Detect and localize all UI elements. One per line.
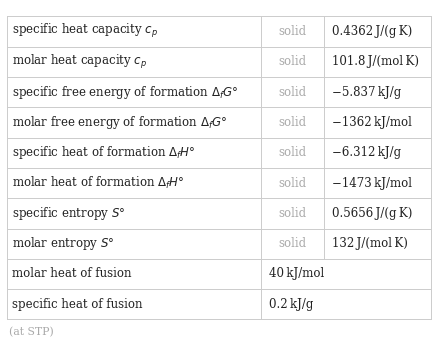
Text: (at STP): (at STP) <box>9 327 54 337</box>
Text: specific heat capacity $c_p$: specific heat capacity $c_p$ <box>12 22 158 40</box>
Text: −1362 kJ/mol: −1362 kJ/mol <box>332 116 412 129</box>
Text: molar free energy of formation $\Delta_f G°$: molar free energy of formation $\Delta_f… <box>12 114 227 131</box>
Text: molar heat of fusion: molar heat of fusion <box>12 268 131 280</box>
Text: 101.8 J/(mol K): 101.8 J/(mol K) <box>332 55 419 68</box>
Text: 0.2 kJ/g: 0.2 kJ/g <box>269 298 313 311</box>
Text: solid: solid <box>279 237 307 250</box>
Text: specific entropy $S°$: specific entropy $S°$ <box>12 205 125 222</box>
Text: 0.4362 J/(g K): 0.4362 J/(g K) <box>332 25 412 38</box>
Text: 0.5656 J/(g K): 0.5656 J/(g K) <box>332 207 412 220</box>
Text: molar entropy $S°$: molar entropy $S°$ <box>12 235 114 252</box>
Text: specific heat of formation $\Delta_f H°$: specific heat of formation $\Delta_f H°$ <box>12 144 195 161</box>
Text: solid: solid <box>279 86 307 99</box>
Text: 40 kJ/mol: 40 kJ/mol <box>269 268 324 280</box>
Text: −1473 kJ/mol: −1473 kJ/mol <box>332 177 412 190</box>
Text: specific free energy of formation $\Delta_f G°$: specific free energy of formation $\Delt… <box>12 83 238 101</box>
Text: solid: solid <box>279 146 307 159</box>
Text: −6.312 kJ/g: −6.312 kJ/g <box>332 146 401 159</box>
Text: solid: solid <box>279 207 307 220</box>
Text: solid: solid <box>279 25 307 38</box>
Text: molar heat capacity $c_p$: molar heat capacity $c_p$ <box>12 53 147 71</box>
Text: specific heat of fusion: specific heat of fusion <box>12 298 142 311</box>
Text: solid: solid <box>279 116 307 129</box>
Text: −5.837 kJ/g: −5.837 kJ/g <box>332 86 401 99</box>
Text: solid: solid <box>279 55 307 68</box>
Text: molar heat of formation $\Delta_f H°$: molar heat of formation $\Delta_f H°$ <box>12 175 184 191</box>
Text: 132 J/(mol K): 132 J/(mol K) <box>332 237 408 250</box>
Text: solid: solid <box>279 177 307 190</box>
